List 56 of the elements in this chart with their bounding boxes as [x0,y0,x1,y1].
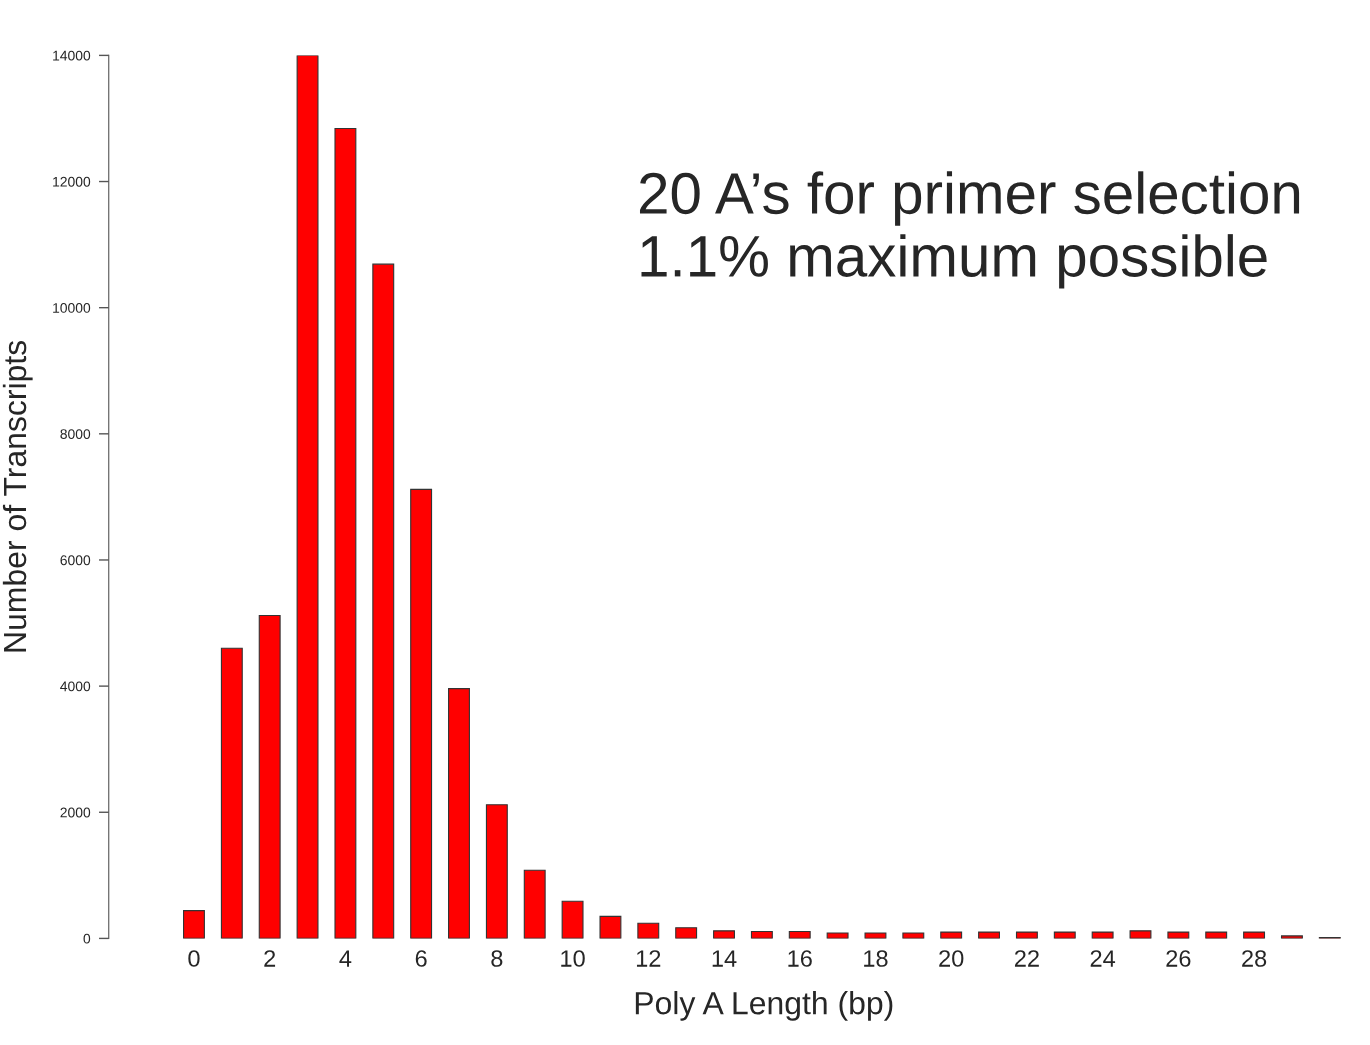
bar [940,931,963,939]
bar [1280,935,1303,939]
bar [182,910,205,939]
bar [978,931,1001,939]
bar [561,900,584,939]
x-tick-label: 2 [264,950,276,967]
y-tick-label: 6000 [60,555,91,566]
bar [750,930,773,939]
bar [1167,931,1190,939]
bar [864,932,887,939]
bar [258,614,281,939]
bar [637,922,660,939]
x-tick-label: 10 [561,950,585,967]
bar [713,930,735,939]
y-tick-label: 2000 [60,807,91,818]
x-tick-label: 18 [864,950,888,967]
bar [296,55,319,939]
bar [485,804,508,939]
bar [788,930,811,939]
x-tick-label: 28 [1242,950,1267,967]
bar [220,647,243,939]
x-tick-label: 8 [491,950,503,967]
bar [675,927,698,939]
y-tick-label: 4000 [60,681,91,692]
y-tick-label: 14000 [53,50,91,61]
bar [1243,931,1266,939]
y-tick-label: 12000 [53,176,91,187]
x-tick-label: 4 [339,950,352,967]
y-tick-label: 8000 [60,429,91,439]
bar [334,127,357,939]
y-tick-label: 10000 [53,303,91,313]
bar [902,932,925,939]
x-tick-label: 26 [1166,950,1191,967]
bar [826,932,849,939]
bar [599,915,622,939]
bar [372,263,395,939]
bar [410,488,433,939]
bar [1053,931,1076,939]
bar [1129,930,1152,939]
bar [1091,931,1114,939]
x-tick-label: 12 [636,950,661,967]
x-tick-label: 16 [788,950,812,967]
bar [1205,931,1228,939]
x-tick-label: 22 [1014,950,1039,967]
bar [523,869,546,939]
annotation: 20 A’s for primer selection 1.1% maximum possible [639,171,1300,289]
x-tick-label: 14 [712,950,737,967]
x-tick-label: 6 [415,950,427,967]
bar [1015,931,1038,939]
x-axis-title: Poly A Length (bp) [635,990,893,1021]
x-tick-label: 0 [188,950,200,967]
y-tick-label: 0 [83,933,91,944]
x-tick-label: 20 [939,950,964,967]
bar [448,688,470,939]
y-axis-title: Number of Transcripts [2,340,33,652]
x-tick-label: 24 [1090,950,1116,967]
